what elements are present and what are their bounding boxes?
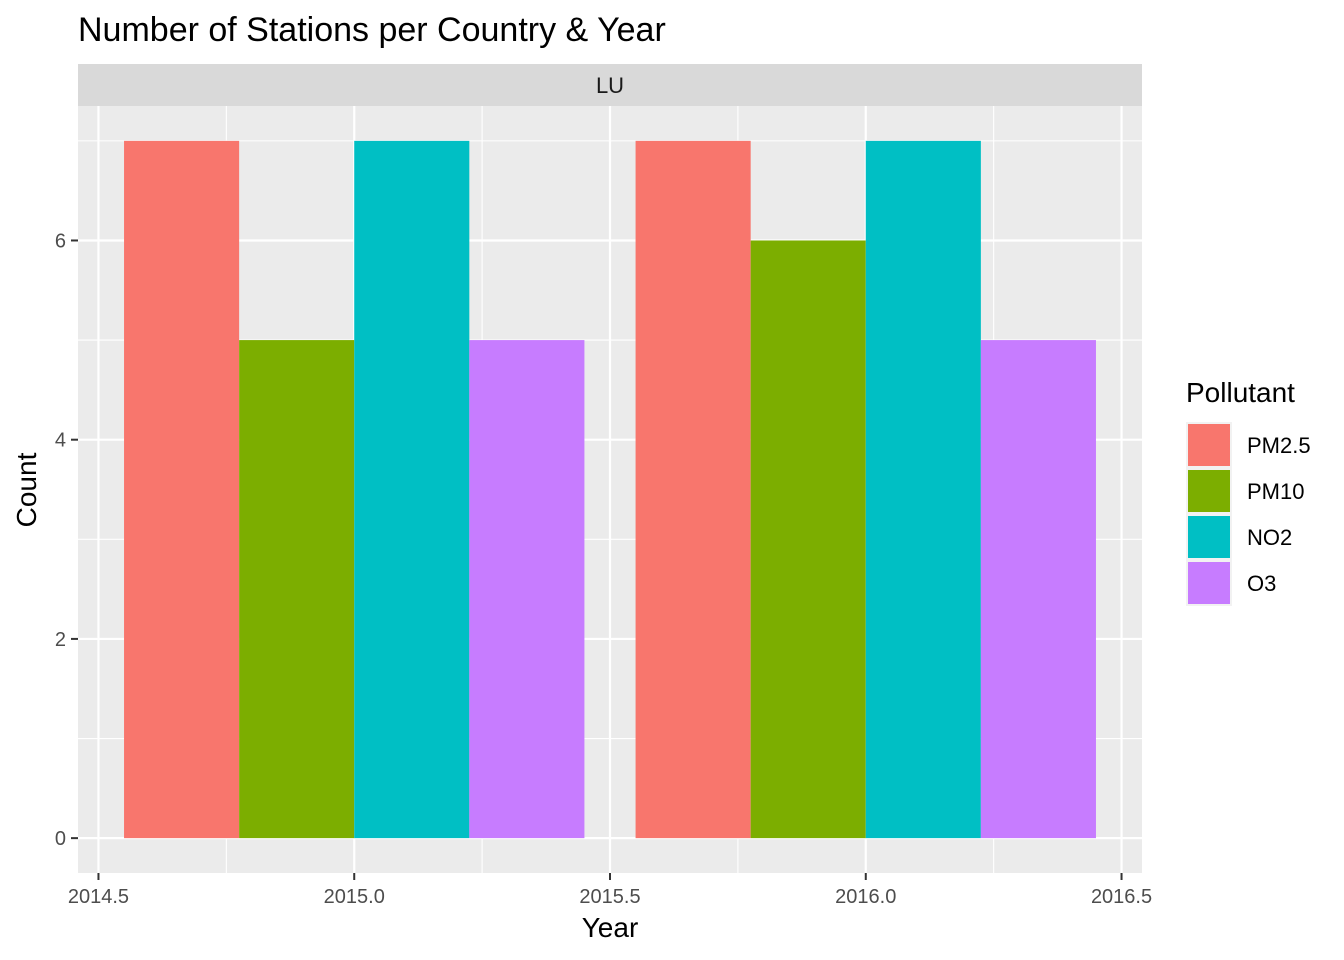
y-tick-label: 4 <box>55 430 66 452</box>
x-tick-label: 2016.0 <box>835 886 896 908</box>
chart-title: Number of Stations per Country & Year <box>78 11 666 49</box>
legend-label: NO2 <box>1247 525 1292 550</box>
x-axis-title: Year <box>582 912 639 943</box>
y-tick-label: 6 <box>55 230 66 252</box>
bar-pm10-2016 <box>750 240 866 839</box>
bar-o3-2016 <box>980 340 1096 839</box>
legend-swatch-o3 <box>1188 562 1230 604</box>
x-axis: 2014.5 2015.0 2015.5 2016.0 2016.5 <box>68 873 1152 908</box>
bars <box>124 140 1096 839</box>
legend-swatch-pm25 <box>1188 424 1230 466</box>
y-axis-title: Count <box>11 452 42 527</box>
bar-no2-2016 <box>865 140 981 839</box>
legend-label: PM10 <box>1247 479 1304 504</box>
x-tick-label: 2015.0 <box>324 886 385 908</box>
y-axis: 0 2 4 6 <box>55 230 78 850</box>
legend-swatch-pm10 <box>1188 470 1230 512</box>
legend-swatch-no2 <box>1188 516 1230 558</box>
legend-label: PM2.5 <box>1247 433 1311 458</box>
legend-label: O3 <box>1247 571 1276 596</box>
legend: Pollutant PM2.5 PM10 NO2 O3 <box>1186 377 1311 606</box>
bar-pm10-2015 <box>239 340 355 839</box>
facet-strip <box>78 64 1142 106</box>
bar-pm25-2016 <box>635 140 751 839</box>
x-tick-label: 2014.5 <box>68 886 129 908</box>
y-tick-label: 0 <box>55 828 66 850</box>
bar-pm25-2015 <box>124 140 240 839</box>
legend-title: Pollutant <box>1186 377 1295 408</box>
y-tick-label: 2 <box>55 629 66 651</box>
bar-o3-2015 <box>469 340 585 839</box>
facet-label: LU <box>596 73 624 98</box>
x-tick-label: 2015.5 <box>579 886 640 908</box>
bar-no2-2015 <box>354 140 470 839</box>
x-tick-label: 2016.5 <box>1091 886 1152 908</box>
